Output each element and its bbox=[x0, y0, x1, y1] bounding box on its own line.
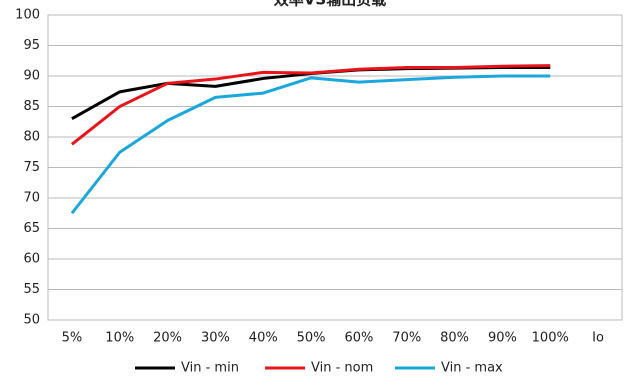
y-tick-label: 100 bbox=[15, 8, 40, 23]
legend-label: Vin - nom bbox=[311, 361, 373, 376]
y-tick-label: 50 bbox=[23, 313, 40, 328]
x-tick-label: 60% bbox=[344, 331, 373, 346]
y-tick-label: 75 bbox=[23, 160, 40, 175]
y-tick-label: 95 bbox=[23, 38, 40, 53]
y-tick-label: 55 bbox=[23, 282, 40, 297]
x-tick-label: Io bbox=[592, 331, 604, 346]
x-tick-label: 90% bbox=[488, 331, 517, 346]
x-tick-label: 30% bbox=[201, 331, 230, 346]
y-tick-label: 65 bbox=[23, 221, 40, 236]
x-tick-label: 20% bbox=[153, 331, 182, 346]
legend-label: Vin - min bbox=[181, 361, 239, 376]
x-tick-label: 5% bbox=[62, 331, 83, 346]
series-line bbox=[70, 64, 551, 146]
series-line bbox=[70, 74, 551, 215]
x-tick-label: 10% bbox=[105, 331, 134, 346]
y-tick-label: 80 bbox=[23, 130, 40, 145]
x-tick-label: 100% bbox=[532, 331, 569, 346]
legend-label: Vin - max bbox=[441, 361, 503, 376]
x-tick-label: 70% bbox=[392, 331, 421, 346]
x-tick-label: 80% bbox=[440, 331, 469, 346]
x-tick-label: 40% bbox=[249, 331, 278, 346]
x-tick-label: 50% bbox=[297, 331, 326, 346]
chart-title: 效率VS输出负载 bbox=[274, 0, 386, 9]
y-tick-label: 85 bbox=[23, 99, 40, 114]
y-tick-label: 90 bbox=[23, 69, 40, 84]
y-tick-label: 60 bbox=[23, 252, 40, 267]
y-tick-label: 70 bbox=[23, 191, 40, 206]
